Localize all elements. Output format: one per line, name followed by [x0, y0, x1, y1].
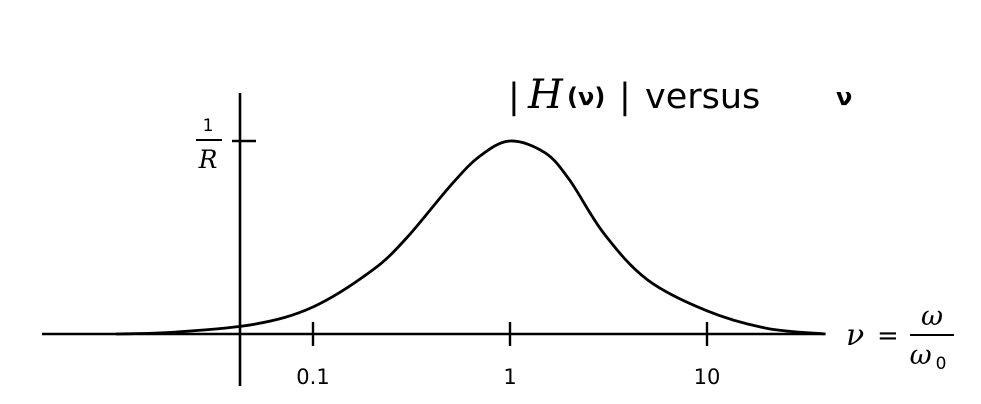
title-bar-right: |: [619, 77, 631, 117]
series-curve: [115, 139, 826, 336]
x-tick-label: 0.1: [296, 365, 329, 389]
xlabel-denominator: ω 0: [910, 340, 947, 374]
y-tick-denominator: R: [198, 145, 218, 174]
chart-title: | H (ν) | versus ν: [508, 72, 852, 118]
title-bar-left: |: [508, 77, 520, 117]
xlabel-subscript: 0: [936, 354, 947, 374]
title-func: H: [527, 72, 564, 118]
title-var: ν: [836, 83, 852, 111]
xlabel-numerator: ω: [921, 301, 943, 332]
x-tick-label: 1: [503, 365, 516, 389]
x-axis-label: ν = ω ω 0: [846, 301, 954, 374]
xlabel-var: ν: [846, 318, 864, 353]
x-ticks: 0.1 1 10: [296, 322, 720, 389]
x-tick-label: 10: [694, 365, 721, 389]
title-arg: (ν): [567, 83, 605, 111]
xlabel-equals: =: [877, 321, 899, 351]
y-tick-label: 1 R: [196, 116, 222, 174]
title-versus: versus: [645, 77, 760, 117]
y-tick-numerator: 1: [203, 116, 214, 136]
